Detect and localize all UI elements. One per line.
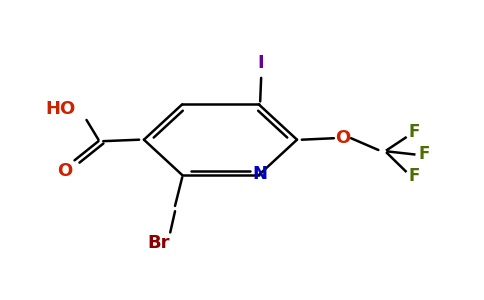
Text: O: O bbox=[57, 163, 73, 181]
Text: F: F bbox=[418, 146, 429, 164]
Text: N: N bbox=[253, 165, 268, 183]
Text: HO: HO bbox=[45, 100, 76, 118]
Text: Br: Br bbox=[147, 234, 169, 252]
Text: O: O bbox=[335, 129, 350, 147]
Text: F: F bbox=[408, 123, 420, 141]
Text: I: I bbox=[258, 54, 264, 72]
Text: F: F bbox=[408, 167, 420, 185]
